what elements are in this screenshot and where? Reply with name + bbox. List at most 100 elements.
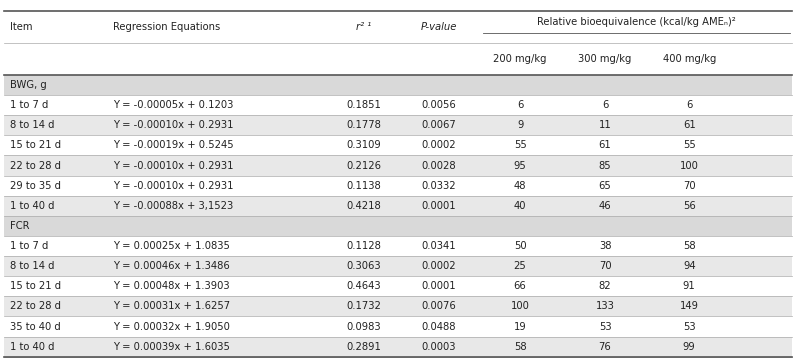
Text: 149: 149	[680, 301, 699, 312]
Text: r² ¹: r² ¹	[356, 22, 372, 32]
Text: 91: 91	[683, 281, 696, 291]
Text: 133: 133	[596, 301, 615, 312]
Text: 8 to 14 d: 8 to 14 d	[10, 261, 54, 271]
Text: Regression Equations: Regression Equations	[113, 22, 220, 32]
Text: 70: 70	[683, 181, 696, 191]
Text: Y = 0.00046x + 1.3486: Y = 0.00046x + 1.3486	[113, 261, 229, 271]
Bar	[4, 196, 792, 216]
Text: 29 to 35 d: 29 to 35 d	[10, 181, 60, 191]
Text: 100: 100	[511, 301, 530, 312]
Text: 0.0076: 0.0076	[422, 301, 457, 312]
Text: 55: 55	[514, 141, 526, 150]
Text: 0.0028: 0.0028	[422, 161, 457, 171]
Text: Y = -0.00010x + 0.2931: Y = -0.00010x + 0.2931	[113, 161, 233, 171]
Text: 0.0002: 0.0002	[422, 141, 457, 150]
Bar	[4, 216, 792, 236]
Text: 9: 9	[517, 120, 523, 130]
Text: 0.2126: 0.2126	[346, 161, 381, 171]
Text: 0.0001: 0.0001	[422, 201, 457, 211]
Text: 40: 40	[514, 201, 526, 211]
Text: 0.0003: 0.0003	[422, 342, 457, 352]
Text: FCR: FCR	[10, 221, 29, 231]
Text: 200 mg/kg: 200 mg/kg	[493, 54, 547, 64]
Text: 0.2891: 0.2891	[346, 342, 381, 352]
Bar	[4, 276, 792, 296]
Bar	[4, 316, 792, 337]
Text: 6: 6	[602, 100, 608, 110]
Text: 0.1138: 0.1138	[346, 181, 381, 191]
Bar	[4, 95, 792, 115]
Text: 6: 6	[517, 100, 523, 110]
Text: 56: 56	[683, 201, 696, 211]
Text: Y = 0.00048x + 1.3903: Y = 0.00048x + 1.3903	[113, 281, 229, 291]
Text: 0.1732: 0.1732	[346, 301, 381, 312]
Text: Y = -0.00010x + 0.2931: Y = -0.00010x + 0.2931	[113, 120, 233, 130]
Text: 8 to 14 d: 8 to 14 d	[10, 120, 54, 130]
Text: Relative bioequivalence (kcal/kg AMEₙ)²: Relative bioequivalence (kcal/kg AMEₙ)²	[537, 17, 736, 27]
Text: 0.0488: 0.0488	[422, 321, 457, 332]
Text: 0.1128: 0.1128	[346, 241, 381, 251]
Text: 55: 55	[683, 141, 696, 150]
Text: 53: 53	[599, 321, 611, 332]
Text: 61: 61	[599, 141, 611, 150]
Text: 22 to 28 d: 22 to 28 d	[10, 161, 60, 171]
Text: 0.0002: 0.0002	[422, 261, 457, 271]
Text: Y = 0.00025x + 1.0835: Y = 0.00025x + 1.0835	[113, 241, 229, 251]
Text: 76: 76	[599, 342, 611, 352]
Text: Y = -0.00005x + 0.1203: Y = -0.00005x + 0.1203	[113, 100, 233, 110]
Text: 95: 95	[514, 161, 526, 171]
Text: 300 mg/kg: 300 mg/kg	[578, 54, 632, 64]
Text: 50: 50	[514, 241, 526, 251]
Text: 15 to 21 d: 15 to 21 d	[10, 281, 60, 291]
Text: 0.0056: 0.0056	[422, 100, 457, 110]
Text: 15 to 21 d: 15 to 21 d	[10, 141, 60, 150]
Text: Item: Item	[10, 22, 32, 32]
Text: Y = -0.00088x + 3,1523: Y = -0.00088x + 3,1523	[113, 201, 233, 211]
Text: 0.4643: 0.4643	[346, 281, 381, 291]
Text: Y = 0.00031x + 1.6257: Y = 0.00031x + 1.6257	[113, 301, 230, 312]
Text: 66: 66	[514, 281, 526, 291]
Text: 6: 6	[686, 100, 692, 110]
Text: 19: 19	[514, 321, 526, 332]
Text: 25: 25	[514, 261, 526, 271]
Text: Y = 0.00032x + 1.9050: Y = 0.00032x + 1.9050	[113, 321, 229, 332]
Bar	[4, 135, 792, 155]
Text: 11: 11	[599, 120, 611, 130]
Text: 58: 58	[683, 241, 696, 251]
Text: 0.3109: 0.3109	[346, 141, 381, 150]
Bar	[4, 236, 792, 256]
Text: BWG, g: BWG, g	[10, 80, 46, 90]
Text: 0.1851: 0.1851	[346, 100, 381, 110]
Text: P-value: P-value	[421, 22, 457, 32]
Text: 22 to 28 d: 22 to 28 d	[10, 301, 60, 312]
Text: 0.1778: 0.1778	[346, 120, 381, 130]
Text: 100: 100	[680, 161, 699, 171]
Text: 35 to 40 d: 35 to 40 d	[10, 321, 60, 332]
Text: 1 to 40 d: 1 to 40 d	[10, 342, 54, 352]
Text: 0.0067: 0.0067	[422, 120, 457, 130]
Text: 48: 48	[514, 181, 526, 191]
Text: 0.0983: 0.0983	[346, 321, 381, 332]
Text: 0.4218: 0.4218	[346, 201, 381, 211]
Text: 1 to 7 d: 1 to 7 d	[10, 100, 48, 110]
Text: 46: 46	[599, 201, 611, 211]
Text: 400 mg/kg: 400 mg/kg	[662, 54, 716, 64]
Bar	[4, 175, 792, 196]
Text: 0.0001: 0.0001	[422, 281, 457, 291]
Text: 65: 65	[599, 181, 611, 191]
Text: 1 to 7 d: 1 to 7 d	[10, 241, 48, 251]
Bar	[4, 337, 792, 357]
Text: 0.0332: 0.0332	[422, 181, 457, 191]
Bar	[4, 296, 792, 316]
Text: 58: 58	[514, 342, 526, 352]
Text: 1 to 40 d: 1 to 40 d	[10, 201, 54, 211]
Text: 82: 82	[599, 281, 611, 291]
Text: 70: 70	[599, 261, 611, 271]
Text: 0.0341: 0.0341	[422, 241, 457, 251]
Text: 99: 99	[683, 342, 696, 352]
Bar	[4, 11, 792, 75]
Text: 38: 38	[599, 241, 611, 251]
Text: Y = -0.00010x + 0.2931: Y = -0.00010x + 0.2931	[113, 181, 233, 191]
Bar	[4, 256, 792, 276]
Text: 85: 85	[599, 161, 611, 171]
